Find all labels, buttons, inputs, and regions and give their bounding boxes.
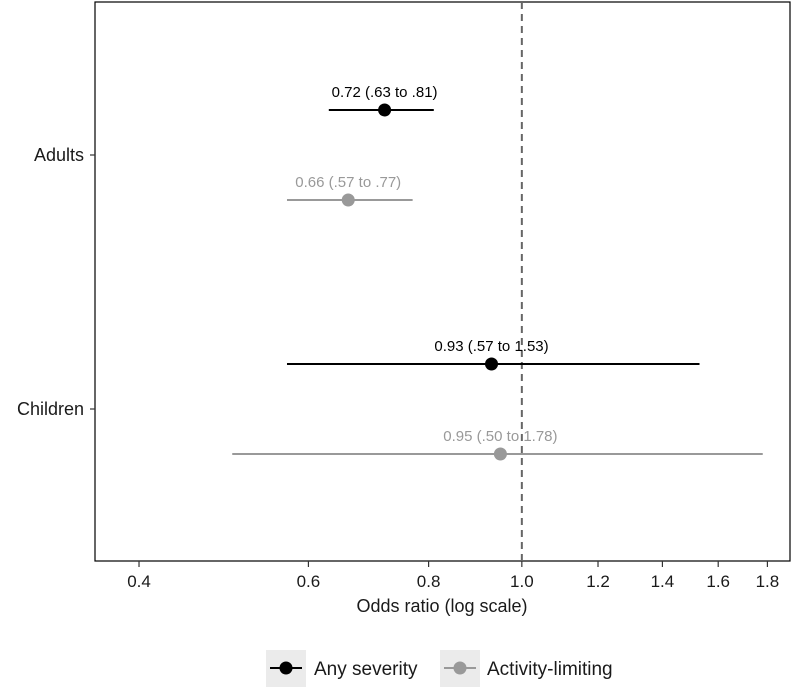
x-tick-label: 1.4: [651, 572, 675, 591]
estimate-label: 0.72 (.63 to .81): [332, 84, 438, 101]
estimate-point: [485, 357, 499, 371]
forest-row: 0.66 (.57 to .77): [286, 174, 413, 207]
forest-row: 0.95 (.50 to 1.78): [232, 428, 763, 461]
x-tick-label: 1.0: [510, 572, 534, 591]
estimate-point: [341, 193, 355, 207]
estimate-point: [378, 103, 392, 117]
forest-row: 0.93 (.57 to 1.53): [286, 338, 700, 371]
plot-panel: [94, 1, 791, 562]
estimate-label: 0.93 (.57 to 1.53): [434, 338, 548, 355]
x-tick-label: 0.6: [297, 572, 321, 591]
legend-key-point: [279, 661, 293, 675]
estimate-point: [493, 447, 507, 461]
x-tick-label: 0.8: [417, 572, 441, 591]
estimate-label: 0.95 (.50 to 1.78): [443, 428, 557, 445]
x-tick-label: 0.4: [127, 572, 151, 591]
y-category-label: Adults: [34, 145, 84, 165]
legend-item: Any severity: [266, 650, 418, 687]
forest-row: 0.72 (.63 to .81): [328, 84, 438, 117]
x-axis: 0.4 0.6 0.8 1.0 1.2 1.4 1.6 1.8: [127, 561, 779, 591]
estimate-label: 0.66 (.57 to .77): [295, 174, 401, 191]
legend-key-point: [453, 661, 467, 675]
y-axis: Adults Children: [17, 145, 95, 419]
legend: Any severity Activity-limiting: [266, 650, 613, 687]
x-tick-label: 1.8: [756, 572, 780, 591]
y-category-label: Children: [17, 399, 84, 419]
chart-marks: 0.72 (.63 to .81) 0.93 (.57 to 1.53) 0.66 …: [232, 84, 763, 461]
legend-item: Activity-limiting: [440, 650, 613, 687]
legend-label: Any severity: [314, 659, 418, 680]
legend-label: Activity-limiting: [487, 659, 613, 680]
x-tick-label: 1.2: [586, 572, 610, 591]
x-tick-label: 1.6: [706, 572, 730, 591]
x-axis-title: Odds ratio (log scale): [356, 596, 527, 616]
